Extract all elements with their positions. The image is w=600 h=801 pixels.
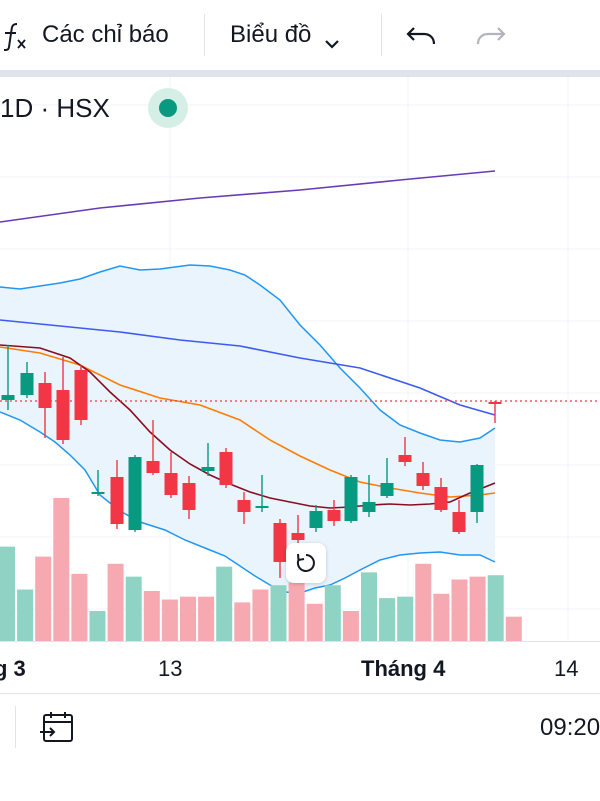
time-axis[interactable]: g 3 13 Tháng 4 14 — [0, 641, 600, 694]
candle-body — [110, 477, 124, 524]
bollinger-upper-line — [0, 264, 496, 443]
redo-icon — [474, 20, 508, 50]
volume-bar — [487, 575, 504, 641]
candle-body — [398, 455, 412, 462]
symbol-legend[interactable]: 1D · HSX — [0, 86, 110, 130]
volume-bar — [53, 498, 70, 641]
market-status-icon — [148, 88, 188, 128]
volume-bar — [270, 585, 287, 641]
candle-body — [219, 452, 233, 485]
volume-bar — [252, 589, 269, 641]
candle-body — [255, 506, 269, 508]
candle-body — [91, 492, 105, 494]
candle-body — [56, 390, 70, 440]
volume-bar — [433, 593, 450, 641]
indicators-label: Các chỉ báo — [42, 21, 169, 48]
volume-bar — [0, 546, 15, 641]
candle-body — [309, 511, 323, 528]
volume-bar — [17, 589, 34, 641]
volume-bar — [234, 602, 251, 641]
volume-bar — [125, 576, 142, 641]
candle-body — [182, 483, 196, 510]
candle-body — [344, 477, 358, 521]
volume-bar — [306, 603, 323, 641]
volume-bar — [216, 566, 233, 641]
candle-body — [164, 473, 178, 495]
reset-chart-button[interactable] — [286, 543, 326, 583]
toolbar-shadow — [0, 70, 600, 77]
candle-body — [452, 512, 466, 532]
bollinger-basis-line — [0, 319, 496, 416]
candle-body — [201, 467, 215, 471]
reset-zoom-icon — [294, 551, 318, 575]
candle-body — [291, 533, 305, 540]
toolbar-divider — [204, 14, 205, 56]
undo-button[interactable] — [404, 0, 438, 70]
volume-bar — [397, 596, 414, 641]
bottom-divider — [15, 706, 16, 748]
volume-bar — [379, 598, 396, 641]
volume-bar — [469, 576, 486, 641]
calendar-goto-icon — [38, 710, 78, 746]
bollinger-band-fill — [0, 265, 495, 593]
volume-bar — [143, 590, 160, 641]
undo-icon — [404, 20, 438, 50]
top-toolbar: Các chỉ báo Biểu đồ — [0, 0, 600, 70]
price-chart[interactable] — [0, 77, 600, 641]
chart-type-label: Biểu đồ — [230, 21, 312, 48]
candle-body — [38, 383, 52, 408]
volume-bar — [71, 573, 88, 641]
x-tick-label: g 3 — [0, 656, 26, 681]
candle-body — [470, 465, 484, 512]
volume-bar — [35, 556, 52, 641]
candle-body — [20, 373, 34, 395]
candle-body — [362, 502, 376, 512]
volume-bar — [288, 582, 305, 641]
toolbar-divider — [381, 14, 382, 56]
chart-type-button[interactable]: Biểu đồ — [230, 0, 341, 70]
volume-bar — [107, 563, 124, 641]
chevron-down-icon — [323, 29, 341, 49]
volume-bar — [89, 610, 106, 641]
bottom-toolbar: 09:20 — [0, 693, 600, 801]
volume-bar — [451, 579, 468, 641]
candle-body — [273, 523, 287, 562]
candle-body — [488, 402, 502, 404]
fx-icon — [0, 20, 32, 51]
candle-body — [237, 500, 251, 512]
bollinger-lower-line — [0, 411, 496, 594]
volume-bar — [198, 596, 215, 641]
candle-body — [1, 395, 15, 400]
volume-bar — [361, 572, 377, 641]
volume-bar — [324, 585, 341, 641]
symbol-interval-exchange: 1D · HSX — [0, 92, 110, 123]
candle-body — [416, 473, 430, 486]
moving-average-long-line — [0, 170, 496, 223]
candle-body — [380, 483, 394, 496]
indicators-button[interactable]: Các chỉ báo — [0, 0, 169, 70]
redo-button[interactable] — [474, 0, 508, 70]
x-tick-label: Tháng 4 — [361, 656, 446, 681]
goto-date-button[interactable] — [38, 710, 78, 746]
x-tick-label: 13 — [158, 656, 183, 681]
volume-bar — [505, 616, 522, 641]
candle-body — [74, 370, 88, 420]
x-tick-label: 14 — [554, 656, 579, 681]
candle-body — [128, 457, 142, 530]
current-time: 09:20 — [540, 714, 600, 741]
volume-bar — [161, 599, 178, 641]
volume-bar — [180, 596, 196, 641]
candle-body — [327, 510, 341, 521]
candle-body — [146, 461, 160, 473]
moving-average-short-line — [0, 344, 496, 509]
candle-body — [434, 487, 448, 510]
volume-bar — [342, 610, 359, 641]
volume-bar — [415, 563, 432, 641]
